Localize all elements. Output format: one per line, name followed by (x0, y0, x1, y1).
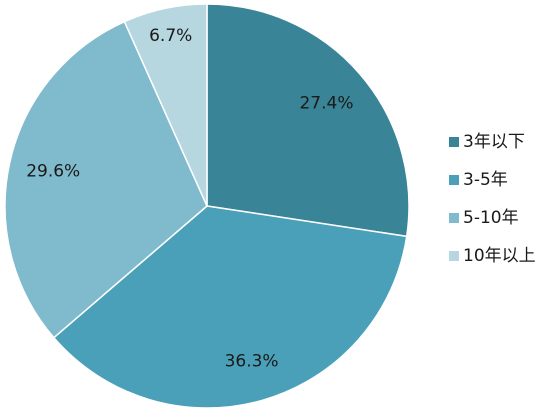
pie-slice-label-2: 29.6% (26, 162, 80, 182)
legend-label-3: 10年以上 (463, 246, 536, 266)
pie-slice-2 (4, 20, 208, 339)
pie-slice-labels: 27.4% 36.3% 29.6% 6.7% (26, 26, 353, 371)
legend-label-1: 3-5年 (463, 170, 508, 190)
pie-slice-label-1: 36.3% (225, 351, 279, 371)
pie-slice-label-0: 27.4% (299, 93, 353, 113)
pie-slice-0 (206, 3, 410, 238)
legend-swatch-0 (449, 137, 459, 147)
pie-slice-3 (123, 3, 208, 207)
pie-slice-label-3: 6.7% (149, 26, 192, 46)
legend-swatch-1 (449, 175, 459, 185)
legend-swatch-2 (449, 213, 459, 223)
legend-label-0: 3年以下 (463, 132, 525, 152)
legend-swatch-3 (449, 251, 459, 261)
pie-slice-1 (52, 205, 408, 409)
chart-legend: 3年以下 3-5年 5-10年 10年以上 (449, 132, 536, 266)
legend-label-2: 5-10年 (463, 208, 519, 228)
pie-slices (4, 3, 410, 409)
